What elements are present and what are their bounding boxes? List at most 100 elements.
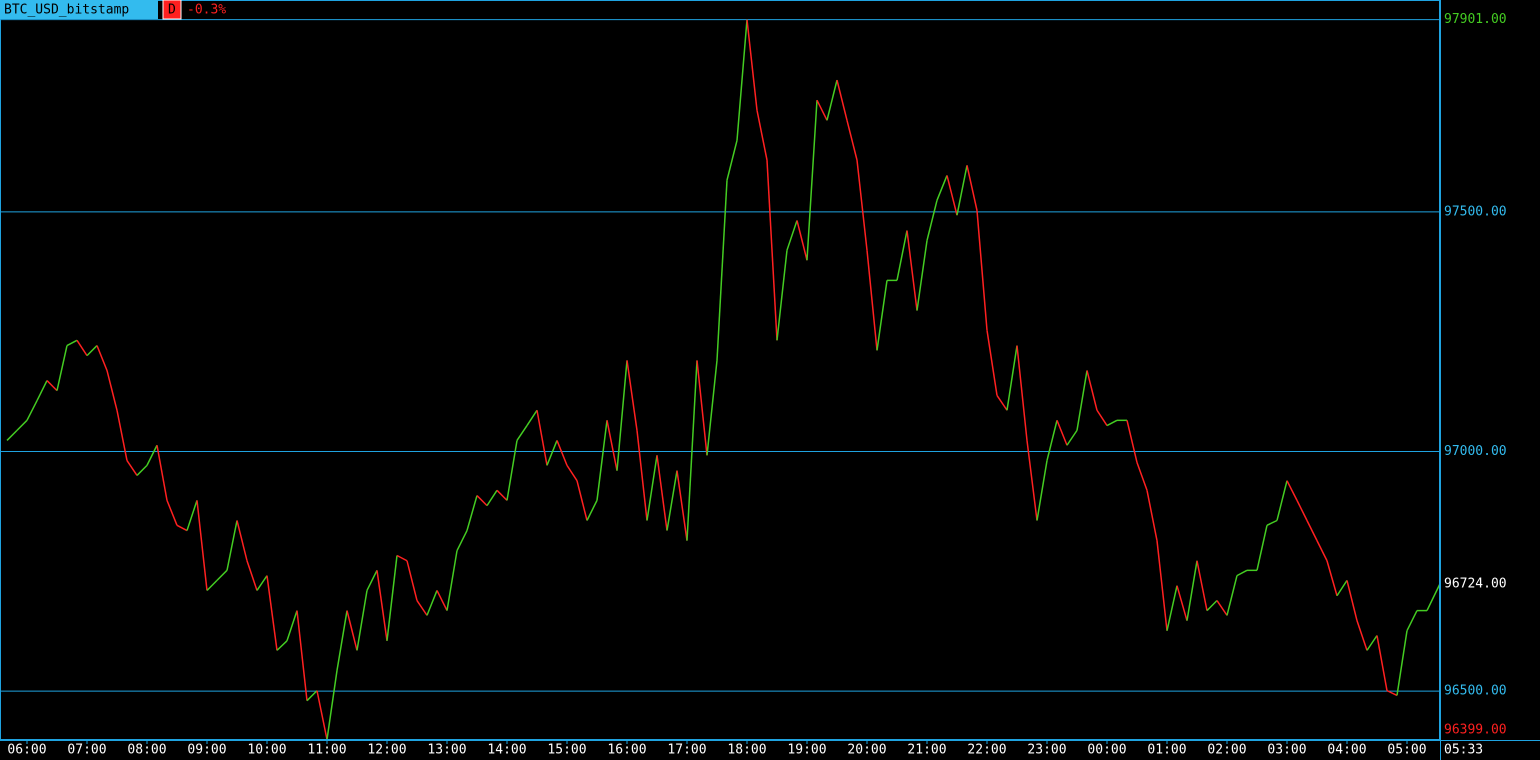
price-segment — [716, 180, 728, 361]
price-segment — [216, 569, 228, 581]
price-segment — [246, 560, 258, 591]
price-segment — [946, 175, 958, 216]
price-segment — [856, 159, 868, 251]
price-segment — [126, 460, 138, 476]
x-tick-label: 11:00 — [307, 743, 346, 758]
price-segment — [1296, 500, 1308, 521]
price-segment — [336, 610, 348, 671]
price-segment — [376, 570, 388, 641]
price-segment — [306, 690, 318, 702]
price-segment — [896, 230, 908, 281]
price-segment — [416, 600, 428, 616]
price-segment — [626, 360, 638, 431]
price-segment — [496, 489, 508, 501]
price-segment — [1266, 519, 1278, 526]
price-segment — [456, 530, 468, 552]
price-segment — [386, 555, 398, 641]
price-segment — [506, 440, 518, 501]
price-segment — [396, 554, 408, 562]
price-segment — [1406, 610, 1418, 632]
current-time: 05:33 — [1444, 743, 1483, 758]
x-tick-label: 04:00 — [1327, 743, 1366, 758]
price-segment — [696, 360, 708, 456]
price-segment — [1026, 440, 1038, 521]
price-segment — [166, 500, 178, 526]
price-segment — [576, 480, 588, 521]
price-segment — [816, 99, 828, 121]
price-segment — [1336, 579, 1348, 597]
x-tick-label: 08:00 — [127, 743, 166, 758]
price-segment — [706, 360, 718, 456]
x-tick-label: 15:00 — [547, 743, 586, 758]
symbol-box — [0, 0, 158, 19]
price-segment — [1426, 583, 1441, 611]
x-tick-label: 20:00 — [847, 743, 886, 758]
price-segment — [556, 440, 568, 466]
price-segment — [96, 345, 108, 371]
price-segment — [1286, 480, 1298, 501]
period-box — [162, 0, 182, 20]
symbol: BTC_USD_bitstamp — [4, 3, 129, 18]
price-segment — [1346, 580, 1358, 621]
price-segment — [926, 200, 938, 241]
y-tick-label: 97000.00 — [1444, 444, 1507, 459]
price-segment — [796, 220, 808, 261]
x-tick-label: 00:00 — [1087, 743, 1126, 758]
price-segment — [196, 500, 208, 591]
price-segment — [736, 19, 748, 141]
price-segment — [806, 100, 818, 261]
price-segment — [1356, 620, 1368, 651]
x-tick-label: 02:00 — [1207, 743, 1246, 758]
price-segment — [1306, 520, 1318, 541]
price-segment — [1256, 525, 1268, 571]
x-tick-label: 06:00 — [7, 743, 46, 758]
price-segment — [906, 230, 918, 311]
price-segment — [1376, 635, 1388, 691]
price-segment — [1096, 409, 1108, 427]
price-segment — [726, 140, 738, 181]
price-segment — [156, 445, 168, 501]
x-tick-label: 18:00 — [727, 743, 766, 758]
price-segment — [1386, 689, 1398, 697]
price-segment — [1316, 540, 1328, 562]
price-segment — [1066, 429, 1078, 446]
price-segment — [406, 560, 418, 601]
price-segment — [876, 280, 888, 351]
price-segment — [1276, 480, 1288, 521]
price-segment — [646, 455, 658, 521]
price-segment — [276, 640, 288, 651]
price-segment — [666, 470, 678, 531]
price-segment — [266, 575, 278, 651]
price-segment — [1206, 600, 1218, 612]
price-segment — [1076, 370, 1088, 431]
price-segment — [1136, 462, 1148, 491]
price-segment — [1036, 460, 1048, 521]
x-tick-label: 10:00 — [247, 743, 286, 758]
plot — [0, 19, 1441, 740]
price-segment — [916, 240, 928, 311]
price-segment — [766, 160, 778, 341]
x-tick-label: 12:00 — [367, 743, 406, 758]
price-segment — [546, 440, 558, 466]
price-segment — [1056, 420, 1068, 446]
x-tick-label: 03:00 — [1267, 743, 1306, 758]
y-tick-label: 96500.00 — [1444, 684, 1507, 699]
price-segment — [846, 120, 858, 161]
price-segment — [476, 495, 488, 507]
y-tick-label: 97500.00 — [1444, 204, 1507, 219]
price-segment — [346, 610, 358, 651]
price-segment — [686, 360, 698, 541]
price-segment — [486, 489, 498, 507]
price-segment — [996, 394, 1008, 411]
x-tick-label: 22:00 — [967, 743, 1006, 758]
last-label: 96724.00 — [1444, 576, 1507, 591]
price-segment — [836, 79, 848, 121]
x-tick-label: 21:00 — [907, 743, 946, 758]
low-label: 96399.00 — [1444, 723, 1507, 738]
price-segment — [36, 380, 48, 402]
price-segment — [1366, 635, 1378, 651]
price-segment — [606, 420, 618, 471]
price-segment — [966, 165, 978, 211]
price-segment — [756, 110, 768, 161]
